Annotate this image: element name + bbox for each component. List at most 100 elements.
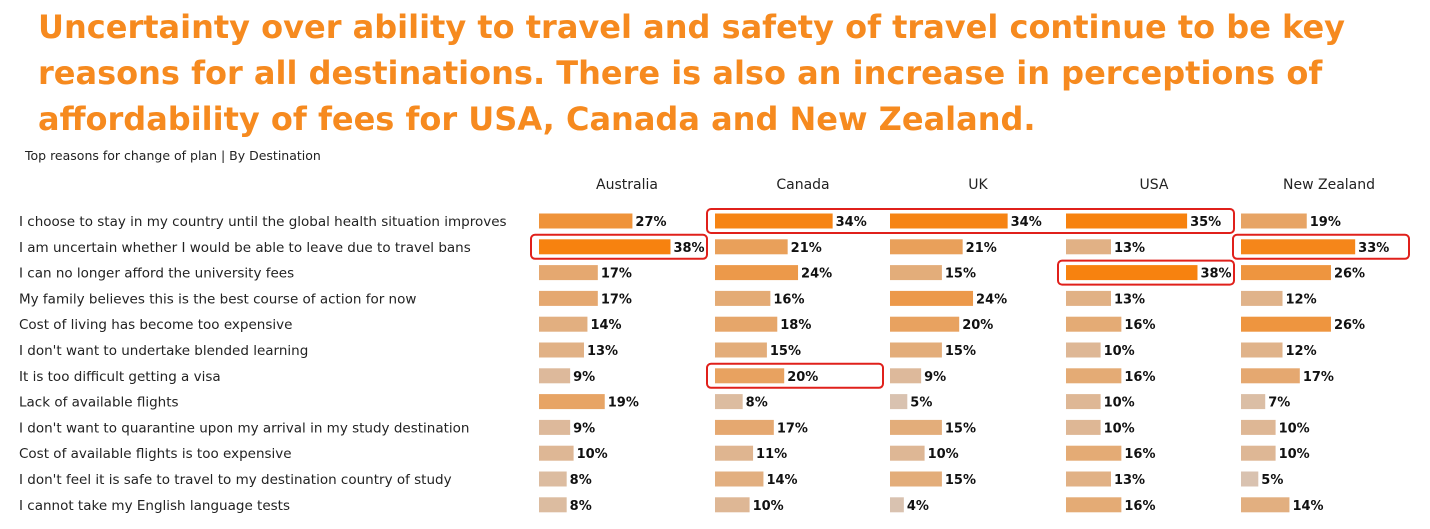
bar: [715, 265, 799, 281]
bar: [890, 239, 963, 255]
bar: [890, 445, 925, 461]
row-label: I can no longer afford the university fe…: [19, 266, 294, 282]
bar: [1066, 342, 1101, 358]
bar-value-label: 8%: [746, 396, 768, 411]
bar-value-label: 9%: [573, 421, 595, 436]
row-label: I choose to stay in my country until the…: [19, 214, 507, 230]
bar: [715, 445, 754, 461]
bar: [1241, 368, 1300, 384]
bar: [1066, 368, 1122, 384]
bar-value-label: 13%: [1114, 241, 1145, 256]
bar: [1241, 342, 1283, 358]
column-header: Canada: [776, 177, 829, 193]
bar: [1066, 290, 1111, 306]
bar-value-label: 10%: [753, 499, 784, 514]
highlight-box: [1232, 233, 1410, 260]
bar: [890, 497, 904, 513]
bar: [539, 265, 598, 281]
bar: [1066, 394, 1101, 410]
bar-value-label: 8%: [570, 499, 592, 514]
bar-value-label: 16%: [1124, 447, 1155, 462]
bar: [1241, 316, 1331, 332]
bar-value-label: 4%: [907, 499, 929, 514]
row-label: I don't want to undertake blended learni…: [19, 343, 308, 359]
bar-value-label: 21%: [791, 241, 822, 256]
bar-value-label: 20%: [962, 318, 993, 333]
bar: [890, 419, 942, 435]
bar-value-label: 9%: [573, 370, 595, 385]
bar: [715, 213, 833, 229]
bar-value-label: 15%: [945, 421, 976, 436]
bar: [1066, 213, 1188, 229]
bar-value-label: 10%: [1104, 421, 1135, 436]
highlight-box: [706, 208, 1235, 234]
bar-value-label: 13%: [1114, 473, 1145, 488]
bar: [1241, 213, 1307, 229]
bar: [890, 265, 942, 281]
bar-value-label: 8%: [570, 473, 592, 488]
highlight-box: [706, 362, 884, 389]
row-label: I don't want to quarantine upon my arriv…: [19, 420, 469, 436]
bar: [539, 445, 574, 461]
bar: [890, 290, 974, 306]
bar-value-label: 9%: [924, 370, 946, 385]
row-label: Cost of available flights is too expensi…: [19, 446, 292, 462]
bar: [539, 213, 633, 229]
bar: [890, 316, 960, 332]
bar-value-label: 10%: [577, 447, 608, 462]
bar-value-label: 26%: [1334, 318, 1365, 333]
bar-value-label: 20%: [787, 370, 818, 385]
bar-value-label: 24%: [976, 292, 1007, 307]
bar: [1241, 265, 1331, 281]
row-label: I am uncertain whether I would be able t…: [19, 240, 471, 256]
bar-value-label: 33%: [1358, 241, 1389, 256]
bar-value-label: 14%: [590, 318, 621, 333]
bar-value-label: 13%: [1114, 292, 1145, 307]
bar: [1241, 394, 1266, 410]
bar-value-label: 16%: [1124, 370, 1155, 385]
bar: [539, 471, 567, 487]
bar: [715, 368, 785, 384]
bar: [890, 213, 1008, 229]
bar: [715, 497, 750, 513]
row-label: My family believes this is the best cour…: [19, 291, 416, 307]
bar: [1066, 239, 1111, 255]
bar: [539, 342, 584, 358]
bar: [1066, 445, 1122, 461]
bar-value-label: 27%: [635, 215, 666, 230]
row-label: I cannot take my English language tests: [19, 498, 290, 514]
row-label: Cost of living has become too expensive: [19, 317, 292, 333]
bar: [715, 471, 764, 487]
bar-value-label: 38%: [1200, 267, 1231, 282]
bar-value-label: 21%: [966, 241, 997, 256]
bar: [1241, 445, 1276, 461]
bar-value-label: 17%: [601, 292, 632, 307]
bar-value-label: 17%: [1303, 370, 1334, 385]
bar-value-label: 35%: [1190, 215, 1221, 230]
bar-value-label: 10%: [1279, 447, 1310, 462]
bar: [1241, 471, 1259, 487]
bar-value-label: 16%: [1124, 499, 1155, 514]
bar-value-label: 10%: [928, 447, 959, 462]
row-label: It is too difficult getting a visa: [19, 369, 221, 385]
bar: [539, 316, 588, 332]
column-header: Australia: [596, 177, 658, 193]
column-header: UK: [968, 177, 988, 193]
bar: [715, 290, 771, 306]
bar: [715, 239, 788, 255]
bar: [539, 290, 598, 306]
bar: [715, 419, 774, 435]
bar: [890, 471, 942, 487]
bar: [1241, 290, 1283, 306]
bar-value-label: 14%: [766, 473, 797, 488]
highlight-box: [530, 233, 708, 260]
bar: [1066, 497, 1122, 513]
bar-value-label: 16%: [773, 292, 804, 307]
bar: [1241, 239, 1356, 255]
column-header: USA: [1140, 177, 1169, 193]
bar-value-label: 16%: [1124, 318, 1155, 333]
bar-value-label: 11%: [756, 447, 787, 462]
page-headline: Uncertainty over ability to travel and s…: [38, 8, 1346, 138]
bar-value-label: 26%: [1334, 267, 1365, 282]
